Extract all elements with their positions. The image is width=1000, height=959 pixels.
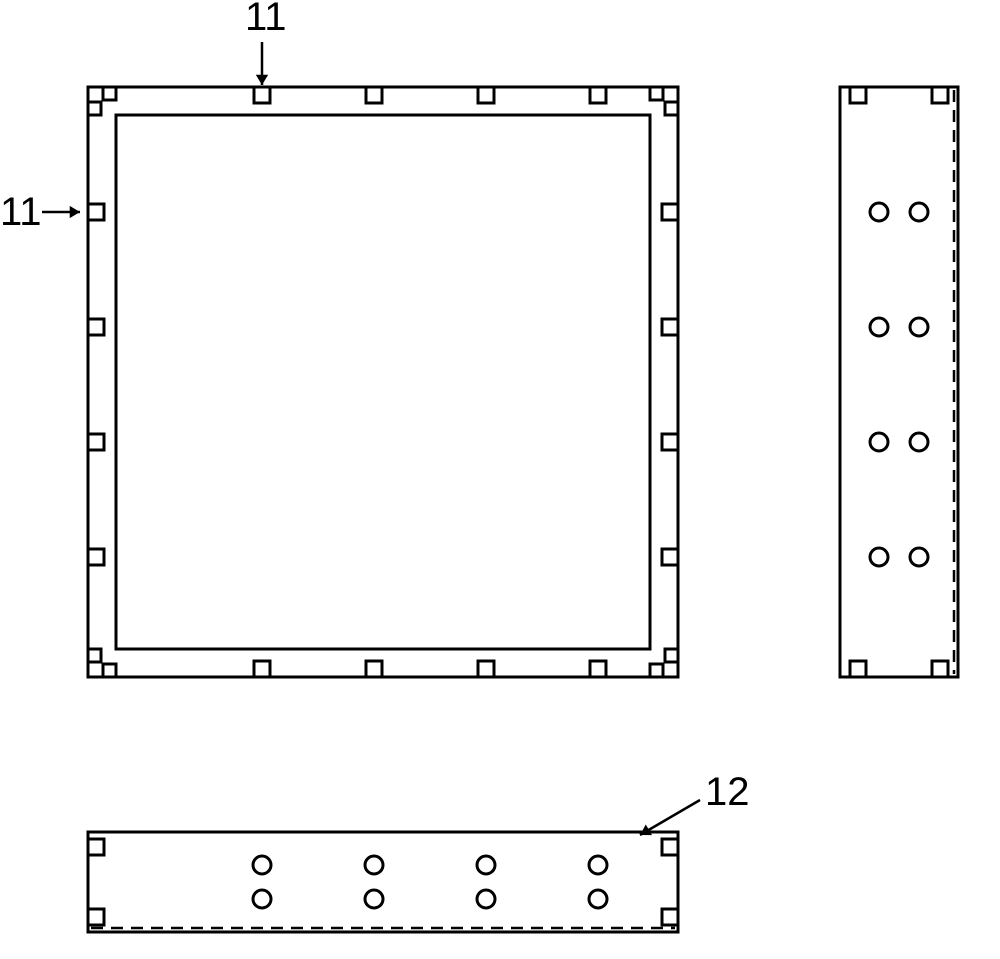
side-view-right xyxy=(840,87,958,677)
inner-opening xyxy=(116,115,650,649)
label-11-left: 11 xyxy=(0,190,42,234)
engineering-diagram: 11 11 12 xyxy=(0,0,1000,959)
outer-frame xyxy=(88,87,678,677)
side-view-bottom xyxy=(88,832,678,932)
label-12: 12 xyxy=(705,770,750,814)
label-11-top: 11 xyxy=(245,0,287,39)
